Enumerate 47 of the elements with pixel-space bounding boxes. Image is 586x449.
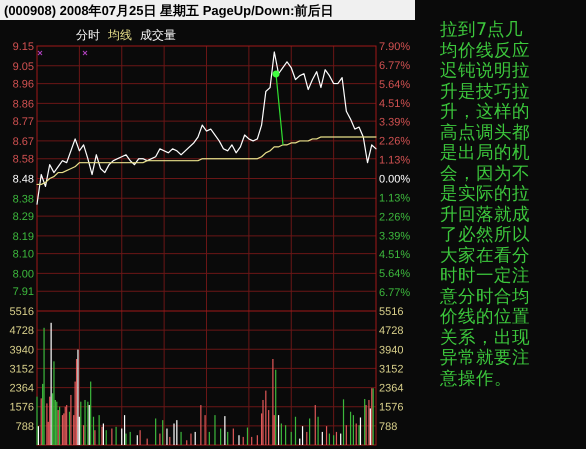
y-tick-label: 9.15 xyxy=(12,41,34,53)
y-tick-label: 8.96 xyxy=(12,78,34,91)
y2-tick-label: 2364 xyxy=(379,382,404,395)
y-tick-label: 1576 xyxy=(10,402,34,414)
y-tick-label: 8.19 xyxy=(12,230,34,243)
y2-tick-label: 3152 xyxy=(379,363,404,376)
y-tick-label: 9.05 xyxy=(12,60,34,73)
y-tick-label: 3940 xyxy=(10,344,34,356)
y2-tick-label: 7.90% xyxy=(379,41,410,53)
y-tick-label: 8.67 xyxy=(12,136,34,148)
y-tick-label: 8.38 xyxy=(12,193,34,206)
y2-tick-label: 3.39% xyxy=(379,230,410,242)
y2-tick-label: 2.26% xyxy=(379,211,410,224)
y-tick-label: 8.10 xyxy=(12,248,34,261)
y-tick-label: 5516 xyxy=(10,306,34,318)
y-tick-label: 8.77 xyxy=(12,116,34,128)
y-tick-label: 3152 xyxy=(10,363,34,376)
y2-tick-label: 1.13% xyxy=(379,192,410,204)
y2-tick-label: 3.39% xyxy=(379,116,410,129)
y2-tick-label: 0.00% xyxy=(379,174,410,186)
y-tick-label: 8.86 xyxy=(12,98,34,110)
y2-tick-label: 6.77% xyxy=(379,60,410,72)
y-tick-label: 7.91 xyxy=(12,286,34,298)
y2-tick-label: 3940 xyxy=(379,344,404,356)
text: 成交量 xyxy=(140,28,176,42)
y2-tick-label: 4.51% xyxy=(379,249,410,262)
y-tick-label: 788 xyxy=(16,420,34,433)
y-tick-label: 2364 xyxy=(10,382,34,395)
y2-tick-label: 5516 xyxy=(379,306,404,318)
y2-tick-label: 5.64% xyxy=(379,78,410,91)
y2-tick-label: 788 xyxy=(379,420,398,433)
y-tick-label: 8.58 xyxy=(12,154,34,166)
y2-tick-label: 1576 xyxy=(379,402,404,414)
text: 拉到7点几均价线反应迟钝说明拉升是技巧拉升，这样的高点调头都是出局的机会，因为不是实际的拉升回落就成了必然所以大家在看分时时一定注意分时合均价线的位置关系，出现异常就要注意操作。 xyxy=(440,20,530,388)
y-tick-label: 8.29 xyxy=(12,211,34,224)
y2-tick-label: 4728 xyxy=(379,325,404,338)
chart-title: (000908) 2008年07月25日 星期五 PageUp/Down:前后日 xyxy=(4,3,334,18)
y-tick-label: 8.48 xyxy=(12,174,34,186)
y2-tick-label: 5.64% xyxy=(379,268,410,280)
text: 均线 xyxy=(107,28,132,42)
y2-tick-label: 4.51% xyxy=(379,98,410,110)
y2-tick-label: 1.13% xyxy=(379,154,410,167)
y-tick-label: 4728 xyxy=(10,325,34,338)
y-tick-label: 8.00 xyxy=(12,268,34,280)
y2-tick-label: 2.26% xyxy=(379,136,410,148)
y2-tick-label: 6.77% xyxy=(379,287,410,300)
text: 分时 xyxy=(76,28,100,42)
